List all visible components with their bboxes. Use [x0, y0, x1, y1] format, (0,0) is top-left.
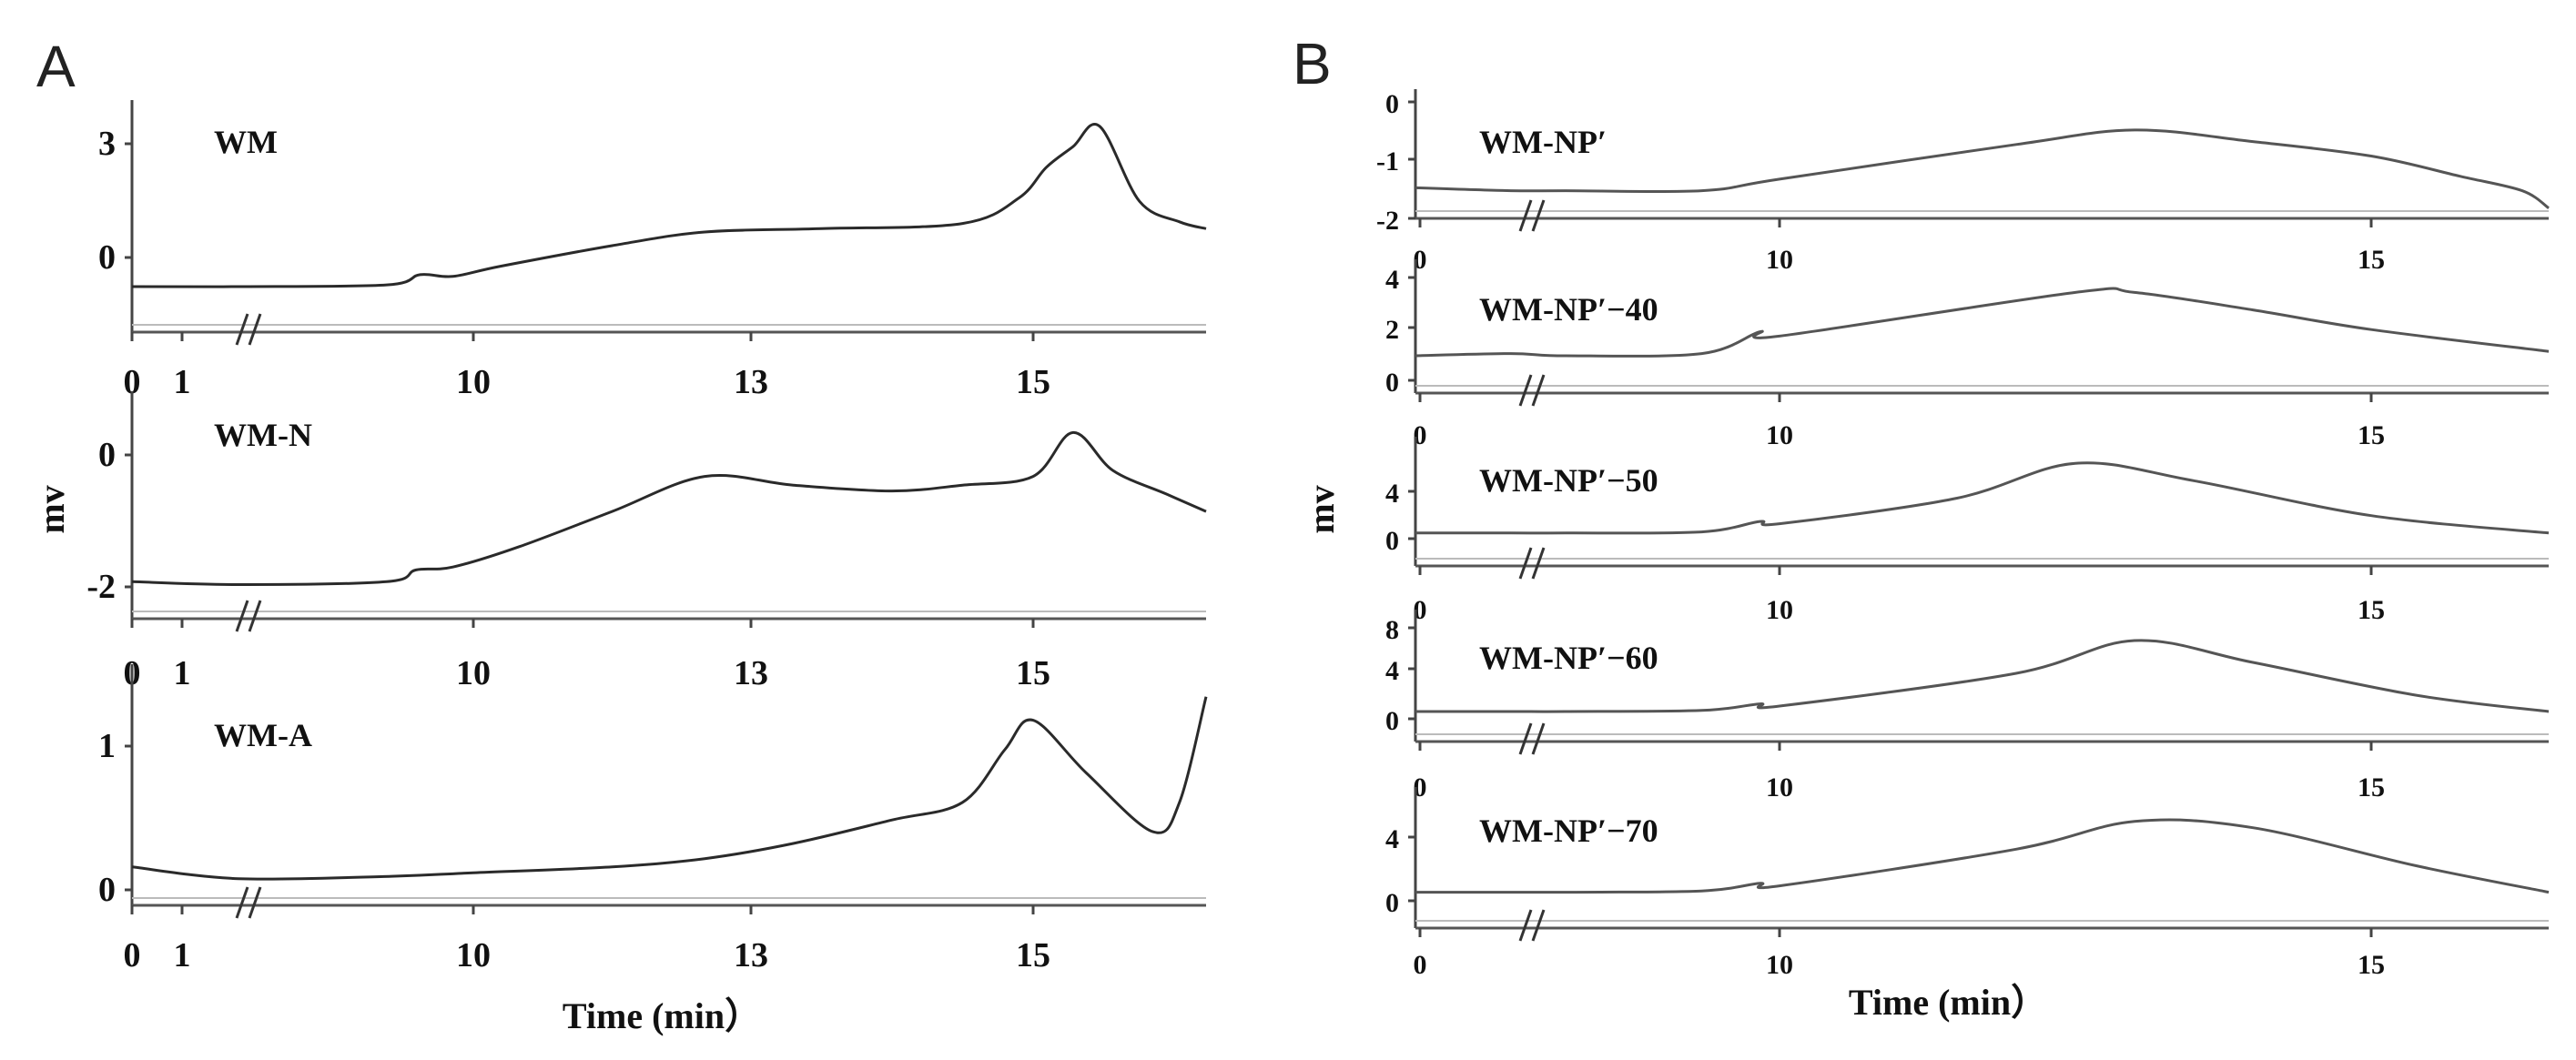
y-tick-label: -2 — [1376, 206, 1399, 236]
series-line-wm — [131, 123, 1207, 288]
axis-break-mark — [1518, 909, 1533, 942]
axis-break-mark — [1531, 547, 1546, 580]
axis-break-mark — [1518, 374, 1533, 407]
y-tick-label: 4 — [1385, 656, 1399, 686]
y-tick-label: 8 — [1385, 615, 1399, 645]
x-tick-label: 13 — [734, 936, 768, 974]
panel-a-letter: A — [36, 34, 76, 99]
series-line-wm-npp-60 — [1415, 639, 2550, 713]
x-tick-label: 10 — [1766, 245, 1793, 275]
x-tick-label: 1 — [174, 936, 191, 974]
x-tick-label: 15 — [2358, 245, 2385, 275]
y-tick-label: 4 — [1385, 824, 1399, 854]
panel-b-letter: B — [1293, 31, 1332, 96]
curve-label-wm-npp: WM-NP′ — [1479, 124, 1607, 160]
subplot-wm-npp: WM-NP′0-1-20 10 15 — [1376, 89, 2550, 275]
axis-break-mark — [1531, 199, 1546, 232]
y-tick-label: 0 — [1385, 706, 1399, 736]
y-tick-label: -1 — [1376, 146, 1399, 177]
panel-b: B mv Time (min） WM-NP′ 0 -1 -2 0 10 15 WM-NP′−4… — [1293, 31, 2550, 1023]
x-tick-label: 15 — [2358, 595, 2385, 625]
curve-label-wm-npp-40: WM-NP′−40 — [1479, 291, 1658, 328]
y-tick-label: -2 — [86, 568, 116, 606]
panel-a: A mv Time (min） WM3001101315WM-N0-201101… — [31, 34, 1208, 1036]
x-tick-label: 10 — [1766, 772, 1793, 803]
curve-label-wm-npp-70: WM-NP′−70 — [1479, 813, 1658, 849]
y-tick-label: 0 — [1385, 89, 1399, 119]
x-tick-label: 15 — [2358, 772, 2385, 803]
curve-label-wm-npp-50: WM-NP′−50 — [1479, 462, 1658, 499]
subplot-wm-n: WM-N0-201101315 — [86, 391, 1207, 692]
y-tick-label: 2 — [1385, 315, 1399, 345]
x-tick-label: 10 — [1766, 420, 1793, 450]
curve-label-wm: WM — [214, 124, 278, 160]
x-tick-label: 15 — [2358, 950, 2385, 980]
axis-break-mark — [1518, 722, 1533, 755]
y-tick-label: 1 — [98, 727, 116, 765]
x-tick-label: 15 — [1016, 936, 1050, 974]
axis-break-mark — [248, 313, 262, 346]
axis-break-mark — [235, 313, 249, 346]
subplot-wm-npp-70: WM-NP′−70 4 0 0 10 15 — [1385, 787, 2550, 980]
x-tick-label: 10 — [1766, 950, 1793, 980]
y-tick-label: 3 — [98, 125, 116, 163]
curve-label-wm-a: WM-A — [214, 717, 312, 753]
axis-break-mark — [1518, 547, 1533, 580]
y-tick-label: 0 — [98, 436, 116, 474]
panel-a-ylabel: mv — [31, 485, 72, 533]
x-tick-label: 1 — [174, 363, 191, 401]
x-tick-label: 10 — [456, 654, 491, 692]
series-line-wm-n — [131, 430, 1207, 587]
y-tick-label: 0 — [98, 871, 116, 909]
panel-b-xlabel: Time (min） — [1849, 982, 2047, 1023]
series-line-wm-npp — [1415, 128, 2550, 209]
axis-break-mark — [235, 886, 249, 919]
series-line-wm-a — [131, 696, 1208, 881]
x-tick-label: 10 — [456, 363, 491, 401]
x-tick-label: 0 — [1414, 950, 1427, 980]
panel-a-xlabel: Time (min） — [563, 995, 761, 1036]
y-tick-label: 4 — [1385, 265, 1399, 295]
axis-break-mark — [1531, 909, 1546, 942]
x-tick-label: 15 — [1016, 654, 1050, 692]
series-line-wm-npp-40 — [1415, 287, 2550, 358]
axis-break-mark — [1531, 374, 1546, 407]
x-tick-label: 1 — [174, 654, 191, 692]
y-tick-label: 0 — [98, 238, 116, 277]
axis-break-mark — [1518, 199, 1533, 232]
x-tick-label: 0 — [124, 363, 141, 401]
axis-break-mark — [248, 600, 262, 632]
curve-label-wm-n: WM-N — [214, 417, 312, 453]
x-tick-label: 10 — [456, 936, 491, 974]
x-tick-label: 15 — [2358, 420, 2385, 450]
axis-break-mark — [1531, 722, 1546, 755]
axis-break-mark — [248, 886, 262, 919]
x-tick-label: 13 — [734, 654, 768, 692]
axis-break-mark — [235, 600, 249, 632]
curve-label-wm-npp-60: WM-NP′−60 — [1479, 640, 1658, 676]
x-tick-label: 15 — [1016, 363, 1050, 401]
y-tick-label: 0 — [1385, 526, 1399, 556]
y-tick-label: 4 — [1385, 479, 1399, 509]
y-tick-label: 0 — [1385, 368, 1399, 398]
x-tick-label: 0 — [124, 936, 141, 974]
x-tick-label: 13 — [734, 363, 768, 401]
y-tick-label: 0 — [1385, 888, 1399, 918]
panel-a-subplots: WM3001101315WM-N0-201101315WM-A100110131… — [86, 100, 1208, 974]
panel-b-ylabel: mv — [1301, 485, 1342, 533]
series-line-wm-npp-70 — [1415, 818, 2550, 894]
series-line-wm-npp-50 — [1415, 461, 2550, 535]
x-tick-label: 10 — [1766, 595, 1793, 625]
